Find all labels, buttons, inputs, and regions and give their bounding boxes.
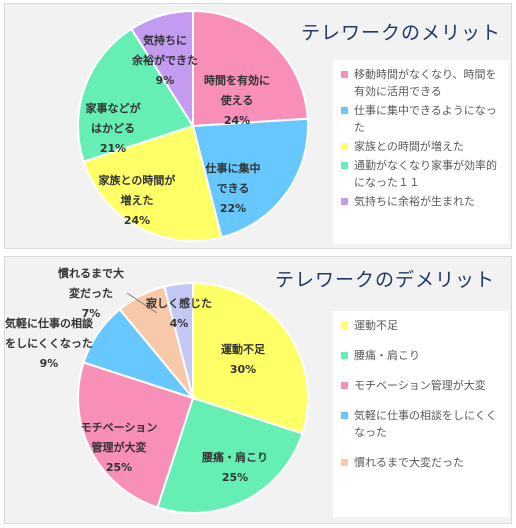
legend-label: 慣れるまで大変だった [354,456,464,469]
legend-swatch [341,107,348,114]
demerit-chart-title: テレワークのデメリット [275,269,496,291]
legend-label: 運動不足 [354,319,398,332]
pie-slice [191,117,309,239]
demerit-chart-panel: 運動不足 30% 腰痛・肩こり 25% モチベーション管理が大変 25% 気軽に仕事の相談を… [4,256,512,524]
legend-swatch [341,198,348,205]
legend-swatch [341,412,348,419]
legend-entry: 気軽に仕事の相談をしにくくなった [339,407,503,441]
slice-data-label: 慣れるまで大変だった 7% [57,266,124,320]
legend-swatch [341,382,348,389]
legend-label: 移動時間がなくなり、時間を有効に活用できる [354,68,497,98]
legend-entry: 慣れるまで大変だった [339,454,503,471]
demerit-pie-chart: 運動不足 30% 腰痛・肩こり 25% モチベーション管理が大変 25% 気軽に仕事の相談を… [5,266,309,514]
legend-swatch [341,162,348,169]
pie-slice [77,361,195,509]
legend-label: 腰痛・肩こり [354,349,420,362]
legend-entry: 腰痛・肩こり [339,347,503,364]
demerit-legend: 運動不足腰痛・肩こりモチベーション管理が大変気軽に仕事の相談をしにくくなった慣れ… [333,311,509,517]
slice-data-label: モチベーション管理が大変 25% [81,421,158,474]
slice-data-label: 家事などがはかどる 21% [86,101,141,155]
merit-pie-chart: 時間を有効に使える 24% 仕事に集中できる 22% 家族との時間が増えた 24% 家事など… [77,9,309,242]
pie-slice [156,396,304,514]
legend-swatch [341,352,348,359]
legend-swatch [341,71,348,78]
slice-data-label: 仕事に集中できる 22% [205,161,261,215]
legend-entry: 家族との時間が増えた [339,138,503,155]
legend-label: 通勤がなくなり家事が効率的になった１１ [354,159,497,189]
legend-entry: 仕事に集中できるようになった [339,102,503,136]
legend-label: モチベーション管理が大変 [354,379,486,392]
legend-label: 仕事に集中できるようになった [354,104,497,134]
merit-chart-panel: 時間を有効に使える 24% 仕事に集中できる 22% 家族との時間が増えた 24% 家事など… [4,3,512,249]
slice-data-label: 腰痛・肩こり 25% [201,450,268,484]
legend-label: 気軽に仕事の相談をしにくくなった [354,409,497,439]
slice-data-label: 家族との時間が増えた 24% [99,173,176,227]
slice-data-label: 時間を有効に使える 24% [204,73,270,127]
pie-slice [192,9,309,128]
pie-slice [129,9,194,130]
pie-slice [163,281,194,399]
pie-slice [82,124,223,242]
legend-entry: 気持ちに余裕が生まれた [339,193,503,210]
legend-entry: 移動時間がなくなり、時間を有効に活用できる [339,66,503,100]
legend-label: 家族との時間が増えた [354,140,464,153]
pie-slice [77,27,195,163]
slice-data-label: 運動不足 30% [221,342,266,376]
legend-label: 気持ちに余裕が生まれた [354,195,475,208]
merit-legend: 移動時間がなくなり、時間を有効に活用できる 仕事に集中できるようになった家族との時… [333,60,509,244]
merit-chart-title: テレワークのメリット [301,22,502,44]
legend-entry: 運動不足 [339,317,503,334]
legend-entry: 通勤がなくなり家事が効率的になった１１ [339,157,503,191]
slice-data-label: 寂しく感じた 4% [146,296,212,330]
pie-slice [192,281,309,435]
leader-line [126,292,158,314]
slice-data-label: 気軽に仕事の相談をしにくくなった 9% [5,316,94,370]
slice-data-label: 気持ちに余裕ができた 9% [131,33,198,87]
legend-swatch [341,143,348,150]
legend-swatch [341,459,348,466]
legend-entry: モチベーション管理が大変 [339,377,503,394]
legend-swatch [341,322,348,329]
